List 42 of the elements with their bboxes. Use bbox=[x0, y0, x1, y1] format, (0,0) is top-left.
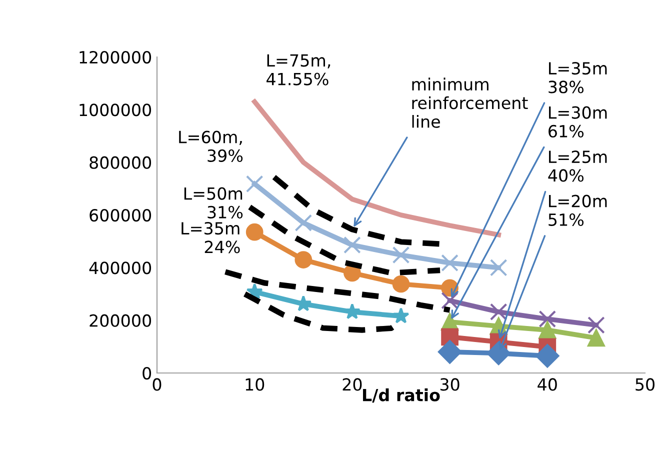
y-tick-label: 1000000 bbox=[80, 104, 152, 116]
y-tick-label: 0 bbox=[142, 366, 152, 380]
y-tick-label: 600000 bbox=[90, 208, 152, 222]
y-tick-label: 800000 bbox=[90, 156, 152, 169]
annotation: L=20m 51% bbox=[548, 194, 607, 226]
x-tick-label: 40 bbox=[538, 378, 557, 391]
point bbox=[441, 292, 458, 310]
point bbox=[538, 321, 556, 339]
point bbox=[588, 316, 605, 334]
y-tick-label: 400000 bbox=[89, 262, 152, 274]
y-tick-label: 1200000 bbox=[80, 50, 152, 64]
point bbox=[441, 254, 458, 272]
x-tick-label: 30 bbox=[440, 378, 460, 391]
point bbox=[486, 341, 510, 366]
point bbox=[294, 214, 312, 232]
point bbox=[392, 275, 410, 293]
annotation: L=25m 40% bbox=[548, 150, 607, 182]
point bbox=[344, 236, 361, 254]
x-tick-label: 0 bbox=[152, 378, 162, 391]
x-tick-label: 10 bbox=[246, 378, 264, 391]
point bbox=[588, 329, 605, 347]
annotation: L=50m 31% bbox=[184, 187, 243, 219]
point bbox=[392, 246, 410, 264]
annotation: L=60m, 39% bbox=[179, 130, 243, 162]
x-tick-label: 20 bbox=[342, 378, 362, 391]
point bbox=[536, 344, 560, 368]
annotation: L=30m 61% bbox=[548, 106, 607, 138]
point bbox=[490, 303, 508, 321]
point bbox=[538, 310, 556, 328]
point bbox=[490, 258, 508, 276]
annotation: minimum reinforcement line bbox=[412, 78, 528, 128]
annotation: L=35m 38% bbox=[548, 62, 607, 94]
y-tick-label: 200000 bbox=[90, 314, 152, 327]
annotation: L=35m 24% bbox=[182, 222, 240, 254]
x-tick-label: 50 bbox=[636, 378, 654, 391]
point bbox=[392, 307, 410, 324]
point bbox=[438, 340, 462, 364]
point bbox=[246, 175, 264, 193]
annotation: L=75m, 41.55% bbox=[266, 54, 330, 86]
x-axis-title: L/d ratio bbox=[363, 388, 440, 403]
point bbox=[294, 251, 312, 268]
point bbox=[246, 223, 264, 241]
